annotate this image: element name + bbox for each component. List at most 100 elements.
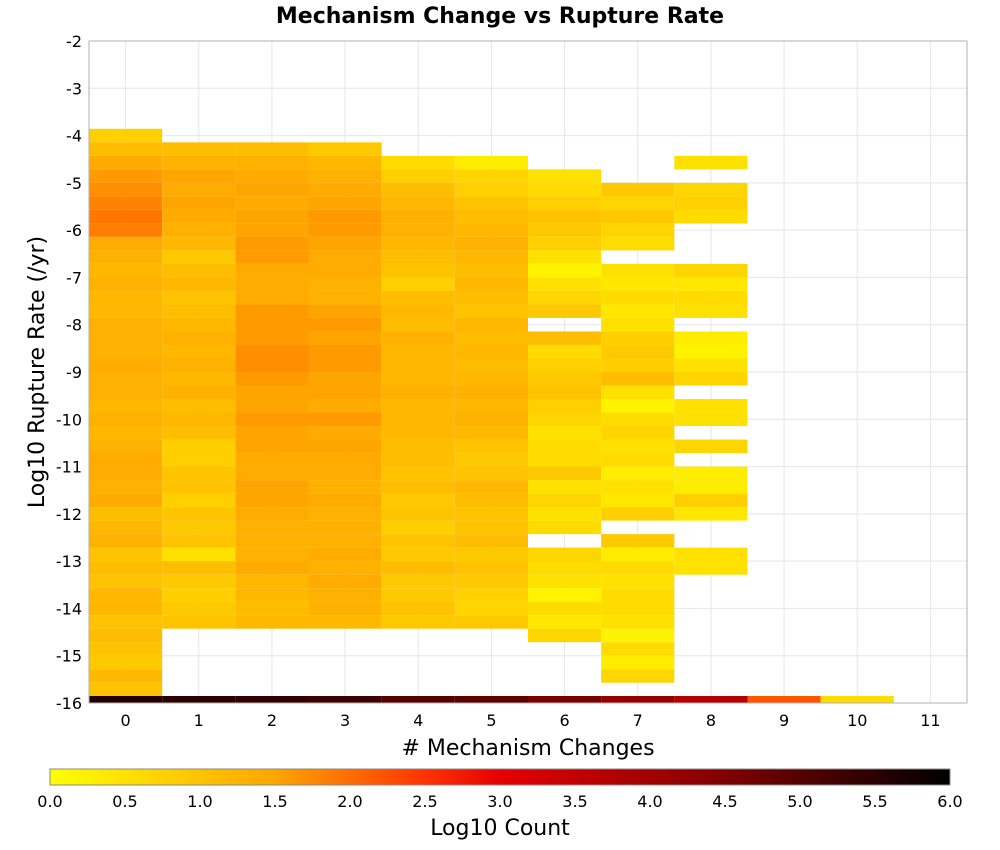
heatmap-cell: [308, 250, 382, 264]
heatmap-cell: [454, 601, 528, 616]
x-tick-label: 9: [779, 711, 789, 730]
heatmap-cell: [308, 142, 382, 156]
heatmap-cell: [381, 372, 455, 386]
heatmap-cell-bottom: [454, 696, 528, 703]
heatmap-cell: [162, 520, 236, 535]
heatmap-cell-bottom: [528, 696, 602, 703]
x-tick-label: 0: [120, 711, 130, 730]
heatmap-cell: [235, 236, 309, 251]
heatmap-cell: [454, 412, 528, 427]
heatmap-cell: [162, 493, 236, 508]
heatmap-cell: [381, 493, 455, 508]
heatmap-cell: [381, 426, 455, 440]
heatmap-cell: [454, 588, 528, 602]
y-tick-label: -11: [56, 458, 82, 477]
colorbar-tick-label: 3.0: [487, 792, 512, 811]
heatmap-cell: [528, 520, 602, 535]
heatmap-cell: [454, 385, 528, 400]
heatmap-cell: [235, 250, 309, 264]
heatmap-cell: [674, 304, 748, 318]
heatmap-cell: [528, 236, 602, 251]
heatmap-cell: [235, 453, 309, 467]
colorbar-tick-labels: 0.0 0.5 1.0 1.5 2.0 2.5 3.0 3.5 4.0 4.5 5.0 5.5 6.0: [37, 792, 962, 811]
heatmap-cell: [162, 182, 236, 197]
plot-frame: [88, 40, 968, 704]
heatmap-cell-bottom: [820, 696, 894, 703]
heatmap-cell: [381, 480, 455, 494]
heatmap-cell: [381, 561, 455, 575]
heatmap-cell: [89, 453, 163, 467]
heatmap-cell: [162, 466, 236, 481]
heatmap-cell: [308, 561, 382, 575]
y-tick-label: -15: [56, 647, 82, 666]
y-tick-label: -12: [56, 505, 82, 524]
heatmap-cell: [308, 263, 382, 278]
heatmap-cell: [308, 344, 382, 359]
heatmap-cell: [162, 290, 236, 305]
y-tick-label: -2: [66, 32, 82, 51]
heatmap-cell: [162, 223, 236, 237]
heatmap-cell: [89, 236, 163, 251]
heatmap-cell: [674, 493, 748, 508]
heatmap-cell: [89, 155, 163, 170]
heatmap-cell: [528, 277, 602, 291]
colorbar-tick-label: 2.0: [337, 792, 362, 811]
heatmap-cell: [89, 682, 163, 697]
heatmap-cell: [162, 412, 236, 427]
heatmap-cell: [454, 561, 528, 575]
heatmap-cell: [235, 169, 309, 183]
chart-title: Mechanism Change vs Rupture Rate: [276, 4, 724, 29]
heatmap-cell: [162, 615, 236, 629]
heatmap-cell: [674, 344, 748, 359]
heatmap-cell: [454, 507, 528, 521]
heatmap-cell-bottom: [235, 696, 309, 703]
heatmap-cell: [308, 223, 382, 237]
heatmap-cell: [162, 480, 236, 494]
heatmap-cell: [381, 223, 455, 237]
heatmap-cell: [454, 263, 528, 278]
heatmap-cell: [528, 385, 602, 399]
heatmap-cell: [162, 196, 236, 210]
heatmap-cell: [308, 385, 382, 400]
heatmap-cell: [308, 331, 382, 345]
heatmap-cell: [601, 371, 675, 386]
heatmap-cell: [162, 453, 236, 467]
heatmap-cell: [162, 263, 236, 278]
y-tick-label: -13: [56, 552, 82, 571]
heatmap-cell: [235, 466, 309, 481]
heatmap-cell: [89, 385, 163, 400]
heatmap-cell: [89, 615, 163, 629]
heatmap-cell: [381, 331, 455, 345]
heatmap-cell: [308, 588, 382, 602]
heatmap-cell: [381, 277, 455, 291]
heatmap-cell: [89, 169, 163, 183]
heatmap-cell: [674, 561, 748, 575]
heatmap-cell: [601, 507, 675, 521]
heatmap-cell: [601, 412, 675, 427]
colorbar-tick-label: 2.5: [412, 792, 437, 811]
y-tick-labels: -2 -3 -4 -5 -6 -7 -8 -9 -10 -11 -12 -13 -14 -15 -16: [56, 32, 82, 713]
heatmap-cell: [89, 209, 163, 224]
heatmap-cell: [308, 169, 382, 183]
heatmap-cell: [674, 331, 748, 345]
y-tick-label: -4: [66, 127, 82, 146]
colorbar-tick-label: 1.0: [187, 792, 212, 811]
heatmap-cell: [162, 277, 236, 291]
heatmap-cell: [235, 304, 309, 318]
heatmap-cell: [381, 466, 455, 481]
heatmap-cell: [162, 385, 236, 400]
colorbar-tick-label: 4.5: [712, 792, 737, 811]
heatmap-cell: [89, 588, 163, 602]
heatmap-cell: [454, 358, 528, 373]
heatmap-cell: [308, 426, 382, 440]
heatmap-cell: [528, 331, 602, 345]
heatmap-cell: [235, 547, 309, 562]
heatmap-cell: [162, 426, 236, 440]
heatmap-cell: [89, 263, 163, 278]
heatmap-cell: [308, 371, 382, 386]
heatmap-cell: [162, 209, 236, 224]
heatmap-cell: [308, 277, 382, 291]
heatmap-cell: [601, 344, 675, 359]
heatmap-cell: [162, 561, 236, 575]
heatmap-cell: [528, 358, 602, 372]
